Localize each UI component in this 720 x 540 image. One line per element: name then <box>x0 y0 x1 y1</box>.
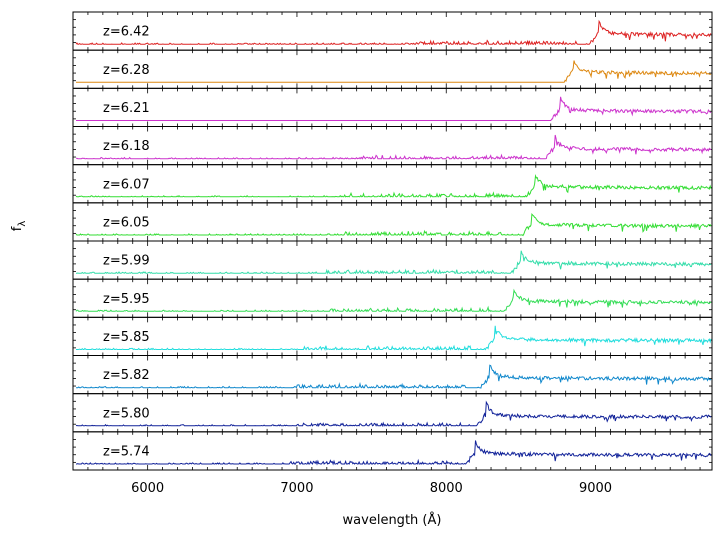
spectrum-line-z=6.28 <box>76 60 712 83</box>
panels-group: z=6.42 z=6.28 z=6.21 z=6.18 z=6.07 z=6.05 z=5.… <box>72 11 713 471</box>
panel-z=5.95: z=5.95 <box>72 278 713 318</box>
spectrum-line-z=5.99 <box>76 250 712 275</box>
panel-z=5.99: z=5.99 <box>72 240 713 280</box>
spectrum-line-z=6.18 <box>76 134 712 160</box>
spectrum-line-z=6.42 <box>75 19 712 47</box>
panel-z=5.85: z=5.85 <box>72 316 713 357</box>
x-tick-label: 7000 <box>280 481 313 496</box>
panel-label: z=5.74 <box>103 444 150 459</box>
y-axis-title-main: f <box>10 226 25 231</box>
panel-label: z=6.21 <box>103 101 150 116</box>
spectrum-line-z=5.80 <box>75 400 712 428</box>
spectrum-line-z=5.74 <box>76 440 712 466</box>
spectrum-line-z=6.21 <box>76 96 712 121</box>
panel-label: z=5.82 <box>103 368 150 383</box>
panel-label: z=6.07 <box>103 177 150 192</box>
panel-frame <box>72 431 713 471</box>
spectrum-line-z=5.95 <box>75 288 712 313</box>
panel-z=6.05: z=6.05 <box>72 202 713 242</box>
x-axis-title: wavelength (Å) <box>343 512 442 528</box>
panel-z=5.82: z=5.82 <box>72 355 713 395</box>
svg-text:fλ: fλ <box>10 221 28 232</box>
spectrum-line-z=5.82 <box>76 364 712 390</box>
panel-z=5.74: z=5.74 <box>72 431 713 471</box>
panel-label: z=6.18 <box>103 139 150 154</box>
y-axis-title: fλ <box>10 221 28 232</box>
panel-label: z=6.42 <box>103 25 150 40</box>
spectrum-line-z=6.05 <box>75 213 712 237</box>
panel-z=6.28: z=6.28 <box>72 49 713 89</box>
x-tick-label: 9000 <box>579 481 612 496</box>
panel-label: z=5.85 <box>103 330 150 345</box>
y-axis-title-sub: λ <box>17 221 28 227</box>
panel-label: z=5.95 <box>103 292 150 307</box>
x-tick-label: 8000 <box>430 481 463 496</box>
panel-z=5.80: z=5.80 <box>72 393 713 433</box>
spectrum-line-z=5.85 <box>76 325 712 351</box>
panel-label: z=6.05 <box>103 215 150 230</box>
panel-label: z=5.80 <box>103 406 150 421</box>
panel-label: z=6.28 <box>103 63 150 78</box>
panel-z=6.21: z=6.21 <box>72 87 713 128</box>
panel-z=6.18: z=6.18 <box>72 126 713 166</box>
panel-z=6.42: z=6.42 <box>72 11 713 51</box>
panel-z=6.07: z=6.07 <box>72 164 713 204</box>
panel-label: z=5.99 <box>103 254 150 269</box>
x-tick-label: 6000 <box>131 481 164 496</box>
spectrum-line-z=6.07 <box>75 174 712 199</box>
x-axis: 6000 7000 8000 9000 <box>131 481 612 496</box>
